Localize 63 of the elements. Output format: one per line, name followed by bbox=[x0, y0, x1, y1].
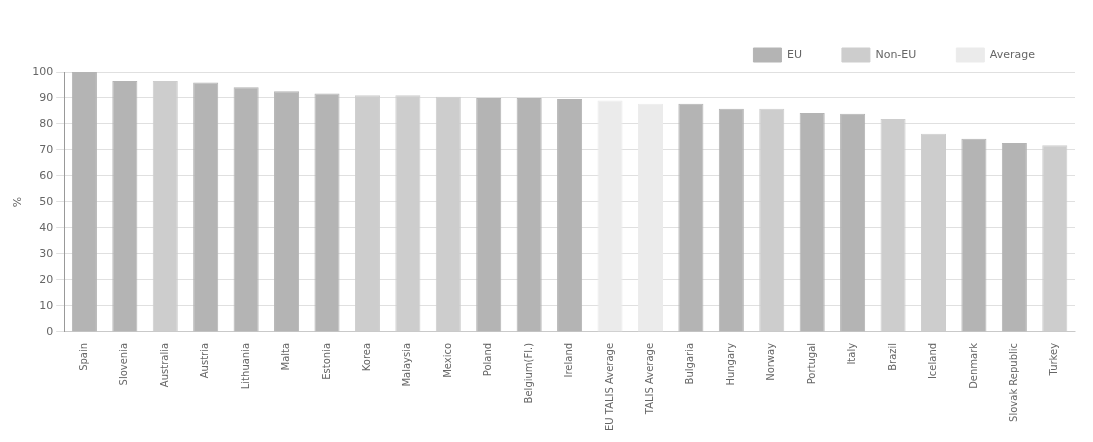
x-tick-label: Hungary bbox=[724, 342, 736, 386]
bar bbox=[557, 99, 583, 332]
bar bbox=[274, 91, 300, 332]
x-tick-label: Slovak Republic bbox=[1007, 342, 1019, 422]
bar bbox=[112, 81, 138, 332]
x-tick-label: Malta bbox=[280, 342, 292, 371]
x-tick-label: EU TALIS Average bbox=[603, 342, 615, 432]
bar bbox=[678, 103, 704, 332]
x-tick-label: Turkey bbox=[1048, 342, 1060, 377]
y-tick-label: 50 bbox=[39, 194, 54, 208]
bar bbox=[516, 97, 542, 332]
bar bbox=[880, 119, 906, 332]
bar bbox=[193, 82, 219, 332]
legend-label: EU bbox=[786, 47, 802, 61]
bar bbox=[920, 133, 947, 332]
bar bbox=[476, 97, 502, 332]
legend-label: Average bbox=[989, 47, 1036, 61]
y-axis-title: % bbox=[11, 196, 25, 208]
x-tick-label: TALIS Average bbox=[644, 342, 656, 416]
x-tick-label: Norway bbox=[765, 342, 777, 381]
y-tick-label: 80 bbox=[39, 116, 54, 130]
y-tick-label: 0 bbox=[46, 324, 54, 338]
x-tick-label: Ireland bbox=[563, 342, 575, 378]
bar bbox=[759, 108, 785, 332]
x-tick-label: Malaysia bbox=[401, 342, 413, 387]
y-tick-label: 30 bbox=[39, 246, 54, 260]
x-tick-label: Mexico bbox=[441, 342, 453, 378]
bar bbox=[840, 113, 866, 332]
bar bbox=[71, 72, 97, 332]
x-tick-label: Slovenia bbox=[118, 342, 130, 386]
x-tick-label: Denmark bbox=[967, 342, 979, 389]
bar bbox=[152, 81, 178, 332]
y-tick-label: 60 bbox=[39, 168, 54, 182]
x-tick-label: Poland bbox=[482, 342, 494, 377]
x-tick-label: Portugal bbox=[805, 342, 817, 385]
bar bbox=[314, 93, 340, 332]
bar bbox=[233, 87, 259, 332]
x-tick-label: Australia bbox=[158, 342, 170, 388]
x-tick-label: Italy bbox=[846, 342, 858, 365]
y-tick-label: 100 bbox=[32, 64, 54, 78]
y-tick-label: 20 bbox=[39, 272, 54, 286]
x-tick-label: Belgium(Fl.) bbox=[522, 342, 534, 404]
legend-label: Non-EU bbox=[875, 47, 917, 61]
bar bbox=[1001, 142, 1027, 332]
y-tick-label: 90 bbox=[39, 90, 54, 104]
x-tick-label: Spain bbox=[78, 342, 90, 371]
bar bbox=[718, 108, 744, 332]
bar bbox=[799, 113, 825, 332]
x-tick-label: Estonia bbox=[320, 342, 332, 380]
x-tick-label: Brazil bbox=[886, 342, 898, 371]
x-tick-label: Bulgaria bbox=[684, 342, 696, 385]
bar bbox=[435, 96, 461, 332]
x-tick-label: Iceland bbox=[927, 342, 939, 380]
x-tick-label: Korea bbox=[361, 342, 373, 372]
y-tick-label: 40 bbox=[39, 220, 54, 234]
x-tick-label: Austria bbox=[199, 342, 211, 379]
bar bbox=[354, 95, 380, 332]
bar bbox=[395, 95, 421, 332]
x-tick-label: Lithuania bbox=[239, 342, 251, 390]
bar bbox=[1042, 145, 1068, 332]
bar bbox=[961, 138, 987, 332]
y-tick-label: 10 bbox=[39, 298, 54, 312]
y-tick-label: 70 bbox=[39, 142, 54, 156]
